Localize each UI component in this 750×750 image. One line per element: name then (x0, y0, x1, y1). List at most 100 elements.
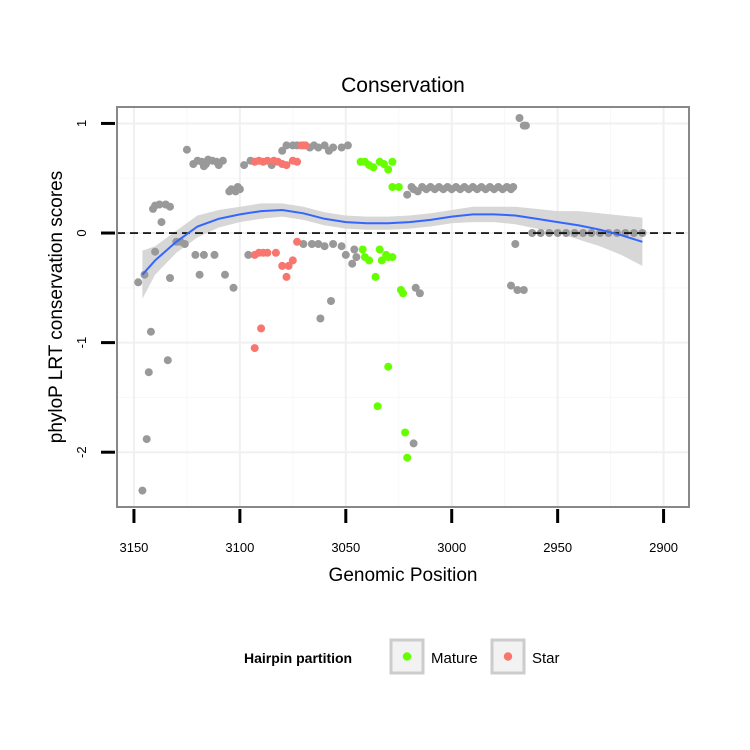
y-tick-label: 0 (74, 229, 89, 236)
point-other (329, 143, 338, 152)
point-other (218, 156, 227, 165)
point-other (515, 114, 524, 122)
x-axis-label: Genomic Position (329, 565, 478, 586)
point-other (166, 202, 174, 211)
point-mature (358, 245, 367, 254)
y-tick-label: -2 (74, 446, 89, 458)
point-mature (371, 272, 380, 281)
point-other (240, 161, 249, 170)
x-axis: 3150 3100 3050 3000 2950 2900 (119, 509, 678, 555)
point-other (411, 283, 420, 292)
point-mature (388, 183, 397, 191)
point-other (513, 286, 522, 294)
point-star (263, 248, 272, 257)
point-star (257, 324, 266, 333)
point-star (278, 261, 287, 270)
point-mature (403, 453, 412, 462)
point-other (144, 368, 153, 377)
point-other (191, 250, 200, 259)
legend-swatch-mature (402, 652, 412, 661)
point-other (195, 270, 204, 279)
x-tick-label: 3100 (225, 540, 254, 555)
point-mature (388, 253, 397, 262)
point-other (229, 283, 238, 292)
point-mature (365, 256, 374, 265)
point-other (343, 141, 352, 150)
point-other (629, 229, 638, 237)
point-other (507, 281, 515, 290)
point-other (528, 229, 537, 237)
point-star (250, 344, 259, 353)
point-other (314, 240, 323, 248)
chart-title: Conservation (341, 74, 465, 97)
point-star (284, 261, 293, 270)
point-other (314, 143, 323, 152)
point-mature (373, 402, 382, 411)
point-other (182, 145, 191, 154)
series-star (250, 141, 310, 353)
point-other (337, 242, 346, 251)
smooth-fit-line (141, 208, 643, 276)
point-star (263, 156, 272, 165)
point-mature (401, 428, 410, 437)
point-star (282, 161, 291, 170)
point-other (244, 250, 253, 259)
plot-panel (116, 106, 690, 508)
point-other (553, 229, 562, 237)
point-star (293, 237, 302, 246)
series-mature (356, 157, 412, 462)
point-other (320, 242, 329, 251)
point-other (166, 274, 174, 282)
point-mature (384, 362, 393, 371)
point-mature (369, 163, 378, 172)
y-axis: 1 0 -1 -2 (74, 120, 115, 458)
point-other (180, 240, 189, 248)
point-other (278, 146, 287, 155)
point-mature (388, 157, 397, 166)
x-tick-label: 2950 (543, 540, 572, 555)
point-star (282, 272, 291, 281)
point-mature (379, 160, 388, 168)
point-other (163, 356, 172, 365)
point-other (146, 327, 155, 336)
x-tick-label: 2900 (649, 540, 678, 555)
point-other (134, 278, 143, 287)
point-other (327, 297, 335, 305)
point-other (199, 250, 208, 259)
point-other (210, 250, 219, 259)
x-tick-label: 3050 (331, 540, 360, 555)
y-axis-label: phyloP LRT conservation scores (46, 171, 67, 444)
point-other (307, 240, 316, 248)
point-other (221, 270, 229, 279)
point-other (352, 253, 361, 262)
point-other (350, 245, 359, 254)
point-mature (384, 165, 393, 174)
point-other (415, 289, 424, 298)
point-other (348, 259, 357, 268)
point-other (509, 183, 518, 191)
legend-title: Hairpin partition (244, 650, 352, 666)
point-mature (375, 245, 384, 254)
point-other (519, 286, 528, 294)
point-other (140, 270, 149, 279)
legend: Hairpin partition Mature Star (244, 638, 560, 675)
legend-swatch-star (503, 652, 513, 661)
point-star (288, 256, 297, 265)
point-other (142, 435, 151, 444)
point-other (316, 314, 325, 323)
point-other (579, 229, 588, 237)
panel-background (117, 107, 689, 507)
x-tick-label: 3150 (119, 540, 148, 555)
point-other (282, 141, 291, 150)
point-other (138, 486, 147, 495)
point-other (320, 141, 329, 150)
point-other (235, 185, 244, 194)
y-tick-label: 1 (74, 120, 89, 127)
point-star (293, 157, 302, 166)
point-other (409, 439, 418, 448)
point-star (301, 141, 310, 150)
panel-border (116, 106, 690, 508)
point-other (157, 218, 166, 227)
series-other (134, 114, 647, 495)
